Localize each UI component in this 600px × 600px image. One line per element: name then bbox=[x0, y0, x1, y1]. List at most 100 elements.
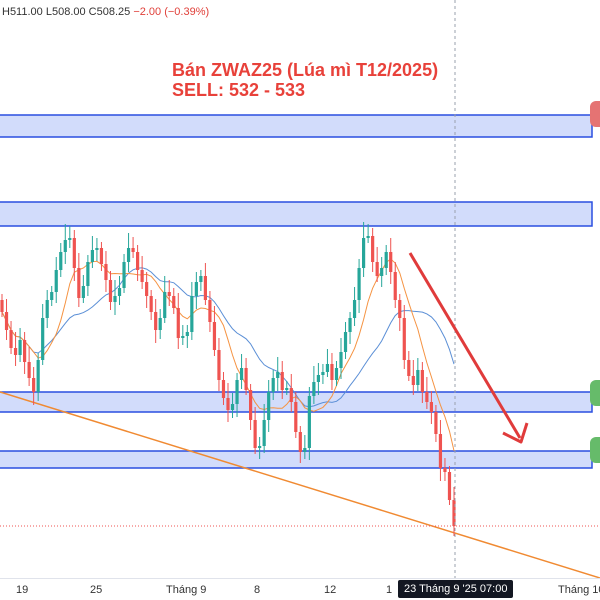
candle-body bbox=[4, 312, 9, 330]
candle-body bbox=[371, 236, 375, 262]
candle-body bbox=[253, 420, 257, 448]
time-tick: 8 bbox=[254, 584, 261, 596]
annotation-sell-range: SELL: 532 - 533 bbox=[172, 80, 306, 100]
candle-body bbox=[154, 312, 158, 330]
candle-body bbox=[362, 238, 366, 268]
candle-body bbox=[181, 336, 185, 338]
candle-body bbox=[429, 402, 433, 412]
time-tick: Tháng 10 bbox=[558, 584, 600, 596]
candle-body bbox=[389, 252, 393, 272]
tp-marker-icon[interactable] bbox=[590, 437, 600, 463]
candle-body bbox=[9, 330, 13, 348]
trendline-layer bbox=[0, 391, 600, 578]
candle-body bbox=[99, 248, 104, 264]
projection-arrow bbox=[408, 252, 522, 439]
time-tick: 25 bbox=[90, 584, 103, 596]
candle-body bbox=[443, 468, 447, 472]
candle-body bbox=[50, 292, 54, 300]
candle-body bbox=[285, 388, 289, 390]
ohlc-change: −2.00 (−0.39%) bbox=[133, 6, 210, 18]
candle-body bbox=[420, 370, 424, 392]
candle-body bbox=[303, 448, 307, 452]
candle-body bbox=[339, 352, 343, 368]
candle-body bbox=[145, 282, 149, 296]
candle-body bbox=[203, 276, 207, 300]
candle-body bbox=[199, 276, 203, 282]
candle-body bbox=[172, 296, 176, 308]
candle-body bbox=[434, 412, 438, 434]
sell-zone[interactable] bbox=[0, 114, 593, 138]
candle-body bbox=[438, 434, 443, 468]
candle-body bbox=[235, 380, 239, 404]
candle-body bbox=[393, 272, 397, 300]
candle-body bbox=[407, 360, 411, 376]
candle-body bbox=[239, 368, 244, 380]
candle-body bbox=[307, 396, 311, 448]
candle-body bbox=[18, 340, 22, 355]
candle-body bbox=[54, 270, 58, 292]
time-tick: 1 bbox=[386, 584, 393, 596]
candle-body bbox=[108, 280, 113, 302]
candle-body bbox=[411, 376, 415, 385]
candle-body bbox=[416, 370, 420, 385]
candle-body bbox=[104, 264, 108, 280]
annotation-title: Bán ZWAZ25 (Lúa mì T12/2025) bbox=[172, 60, 439, 80]
resistance-zone[interactable] bbox=[0, 201, 593, 227]
candle-body bbox=[258, 446, 262, 448]
candle-body bbox=[271, 378, 275, 392]
take-profit-zone-2[interactable] bbox=[0, 450, 593, 469]
candle-body bbox=[289, 388, 293, 402]
sell-marker-icon[interactable] bbox=[590, 101, 600, 127]
ohlc-low: L508.00 bbox=[45, 6, 86, 18]
candle-body bbox=[221, 380, 226, 398]
candle-body bbox=[185, 332, 189, 336]
candle-body bbox=[158, 318, 162, 330]
candle-body bbox=[334, 368, 339, 380]
candle-body bbox=[312, 382, 316, 396]
ohlc-high: H511.00 bbox=[2, 6, 43, 18]
candle-body bbox=[0, 300, 4, 312]
candle-body bbox=[13, 348, 18, 355]
ohlc-legend: H511.00 L508.00 C508.25 −2.00 (−0.39%) bbox=[2, 6, 209, 18]
candle-body bbox=[352, 300, 357, 318]
candle-body bbox=[63, 240, 67, 252]
candle-body bbox=[249, 390, 253, 420]
trendline[interactable] bbox=[0, 391, 600, 578]
candle-body bbox=[447, 472, 452, 500]
time-tick: Tháng 9 bbox=[166, 584, 207, 596]
moving-averages-layer bbox=[1, 258, 455, 451]
candle-body bbox=[167, 292, 171, 296]
candle-body bbox=[72, 238, 76, 268]
candle-body bbox=[226, 398, 230, 410]
trade-annotation[interactable]: Bán ZWAZ25 (Lúa mì T12/2025) SELL: 532 -… bbox=[172, 60, 438, 100]
candle-body bbox=[398, 300, 402, 318]
candle-body bbox=[194, 282, 198, 296]
candle-body bbox=[366, 236, 370, 238]
candle-body bbox=[190, 296, 194, 332]
tp-marker-icon[interactable] bbox=[590, 380, 600, 406]
candle-body bbox=[294, 402, 298, 432]
candle-body bbox=[68, 238, 72, 240]
candle-body bbox=[402, 318, 406, 360]
candle-body bbox=[163, 292, 167, 318]
moving-average-slow bbox=[1, 267, 455, 408]
overlay-layer bbox=[0, 0, 600, 578]
candle-body bbox=[36, 360, 40, 392]
candle-body bbox=[330, 364, 334, 380]
candle-body bbox=[149, 296, 153, 312]
candle-body bbox=[343, 332, 348, 352]
candle-body bbox=[230, 404, 235, 410]
candle-body bbox=[384, 252, 388, 268]
candle-body bbox=[325, 364, 330, 372]
candle-body bbox=[217, 350, 221, 380]
candle-body bbox=[321, 372, 325, 375]
candle-body bbox=[27, 362, 31, 378]
candle-body bbox=[77, 268, 81, 298]
candle-body bbox=[126, 248, 131, 262]
candle-body bbox=[86, 262, 90, 286]
time-tick: 19 bbox=[16, 584, 29, 596]
candle-body bbox=[113, 296, 117, 302]
candle-body bbox=[280, 372, 284, 390]
candle-body bbox=[348, 318, 352, 332]
